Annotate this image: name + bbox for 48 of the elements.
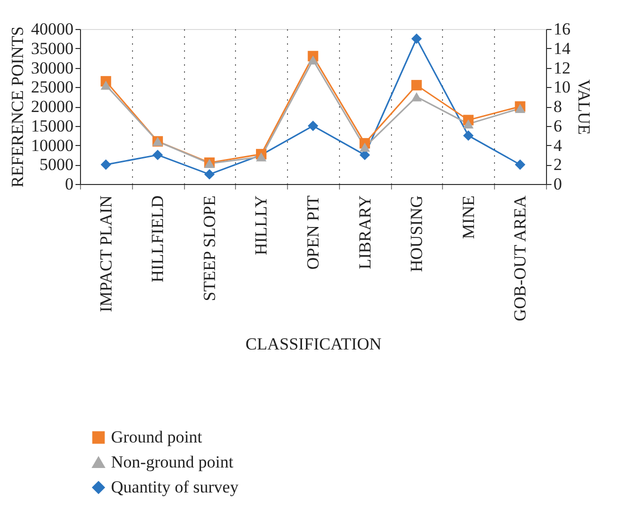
y-tick-label: 5000 (40, 155, 74, 174)
y-tick-label: 30000 (31, 58, 74, 78)
point (514, 159, 526, 170)
x-axis-title: CLASSIFICATION (245, 334, 382, 354)
y2-tick-label: 0 (554, 174, 562, 194)
point (152, 150, 163, 160)
y2-tick-label: 12 (554, 58, 570, 78)
point (308, 120, 318, 132)
point (463, 130, 474, 141)
y-tick-label: 35000 (31, 38, 74, 58)
legend-label: Ground point (111, 428, 202, 446)
y2-tick-label: 2 (554, 155, 562, 174)
legend-label: Non-ground point (111, 452, 234, 472)
point (411, 92, 422, 102)
x-tick-label: GOB-OUT AREA (510, 194, 530, 322)
x-tick-label: HILLLY (252, 196, 271, 256)
point (256, 152, 266, 162)
y2-tick-label: 4 (554, 136, 562, 155)
y-tick-label: 40000 (31, 20, 74, 38)
y-tick-label: 0 (65, 174, 74, 194)
y2-tick-label: 10 (554, 78, 570, 97)
x-tick-label: LIBRARY (355, 196, 374, 270)
point (360, 142, 370, 152)
y2-tick-label: 6 (554, 116, 562, 136)
point (100, 80, 112, 90)
y2-tick-label: 16 (554, 20, 570, 38)
y-tick-label: 10000 (31, 136, 74, 155)
x-tick-label: IMPACT PLAIN (96, 196, 116, 312)
y-axis-title: REFERENCE POINTS (8, 26, 27, 188)
y-tick-label: 15000 (31, 116, 74, 136)
legend-label: Quantity of survey (111, 478, 239, 496)
point (411, 80, 422, 90)
x-tick-label: HILLFIELD (148, 196, 168, 282)
x-tick-label: MINE (458, 196, 478, 239)
point (100, 159, 112, 170)
x-tick-label: OPEN PIT (304, 194, 322, 270)
point (463, 119, 474, 128)
x-tick-label: HOUSING (407, 196, 426, 272)
point (308, 55, 318, 65)
x-tick-label: STEEP SLOPE (200, 196, 219, 302)
y2-tick-label: 8 (554, 97, 562, 116)
y2-axis-title: VALUE (574, 79, 594, 135)
y-tick-label: 20000 (31, 97, 74, 116)
point (514, 104, 526, 113)
y-tick-label: 25000 (31, 78, 74, 97)
point (411, 33, 422, 44)
point (204, 169, 215, 180)
y2-tick-label: 14 (554, 38, 571, 58)
